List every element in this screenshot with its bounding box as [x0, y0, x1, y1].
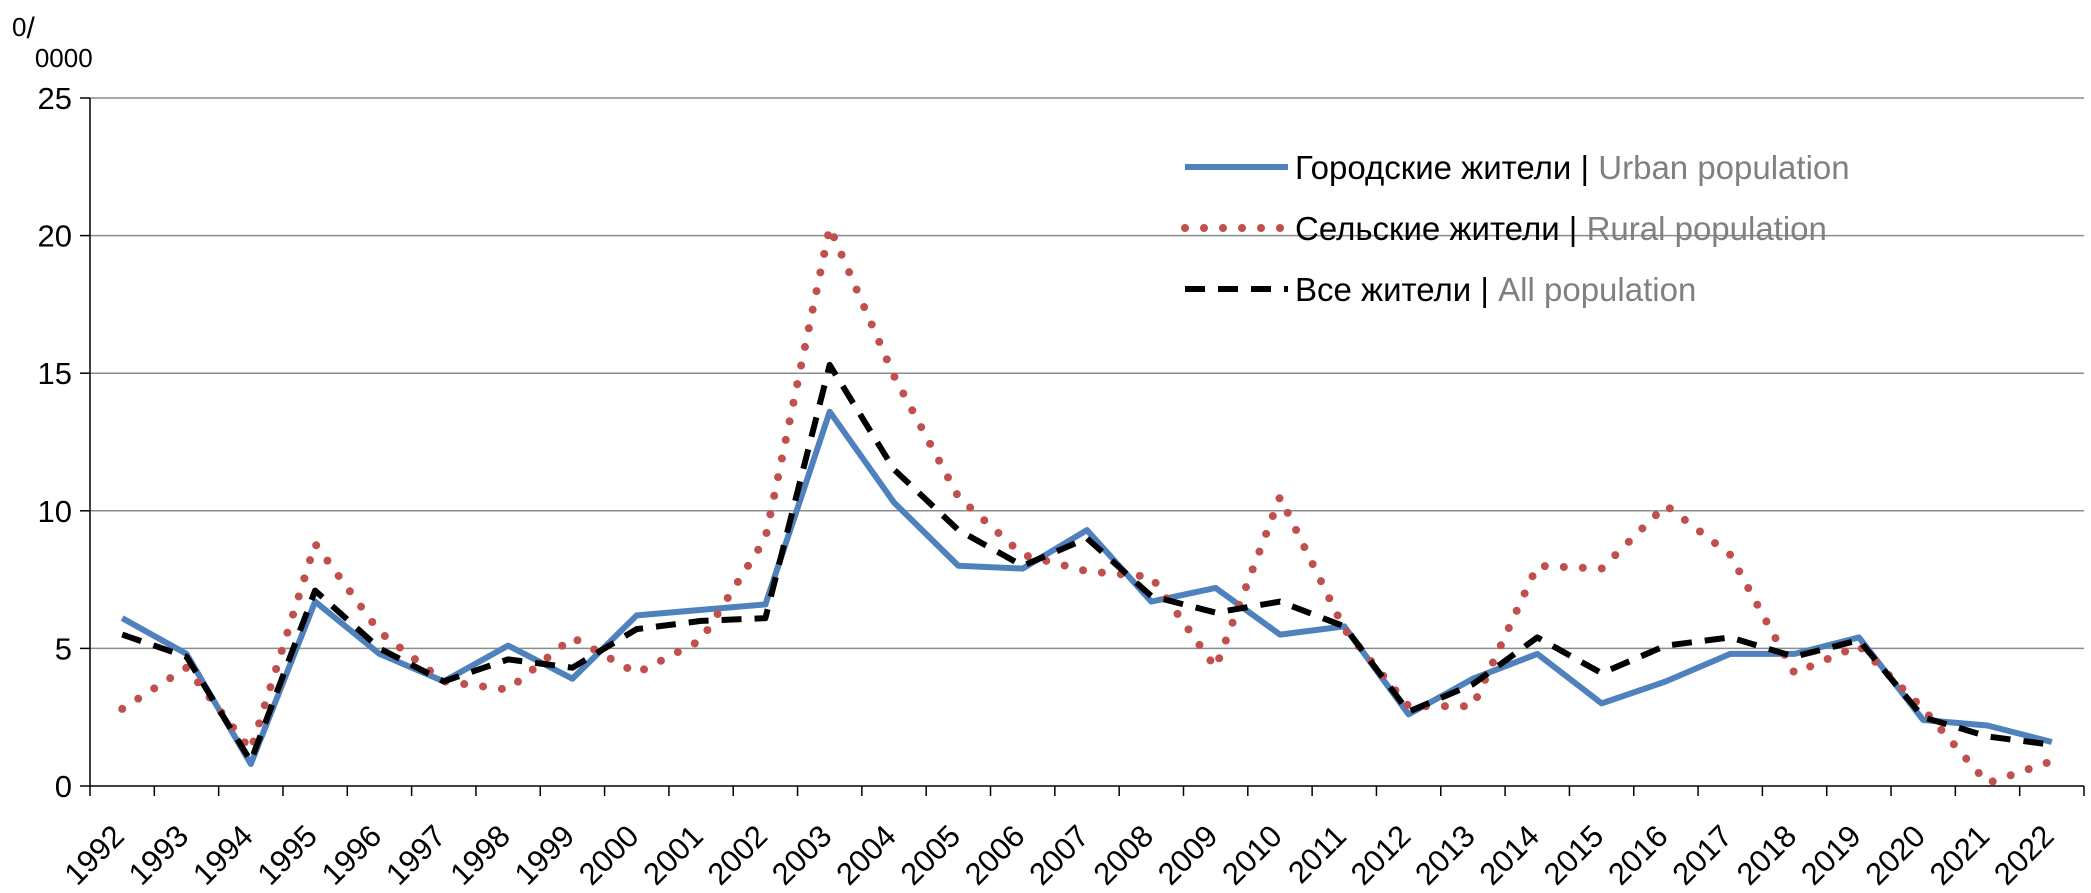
x-tick-label: 2021 — [1923, 818, 1997, 892]
y-tick-label: 15 — [38, 356, 72, 391]
legend-separator: | — [1471, 271, 1498, 308]
x-tick-label: 2004 — [829, 818, 903, 892]
y-tick-label: 0 — [55, 769, 72, 804]
series-line-dashed — [121, 361, 2053, 765]
legend: Городские жители | Urban population Сельс… — [1181, 149, 1850, 308]
x-tick-label: 2007 — [1022, 818, 1096, 892]
y-tick-label: 5 — [55, 631, 72, 666]
x-tick-label: 2006 — [958, 818, 1032, 892]
unit-sub: 0000 — [34, 43, 93, 73]
x-tick-label: 2003 — [765, 818, 839, 892]
x-tick-label: 1994 — [186, 818, 260, 892]
y-axis-unit-label: 0/0000 — [12, 12, 93, 72]
x-tick-label: 1993 — [122, 818, 196, 892]
series-lines — [118, 223, 2056, 788]
series-line-solid — [120, 408, 2053, 767]
x-tick-label: 1998 — [443, 818, 517, 892]
x-tick-label: 2002 — [701, 818, 775, 892]
y-tick-label: 25 — [38, 81, 72, 116]
unit-slash: / — [26, 12, 35, 45]
grid-lines — [90, 97, 2084, 650]
legend-name-ru: Все жители — [1295, 271, 1471, 308]
legend-name-ru: Сельские жители — [1295, 210, 1560, 247]
legend-entry: Городские жители | Urban population — [1295, 149, 1850, 186]
unit-sup: 0 — [12, 12, 27, 42]
x-tick-label: 2020 — [1858, 818, 1932, 892]
legend-name-en: Rural population — [1587, 210, 1827, 247]
x-tick-label: 2015 — [1537, 818, 1611, 892]
x-tick-label: 2005 — [894, 818, 968, 892]
x-tick-label: 2008 — [1087, 818, 1161, 892]
x-tick-label: 2022 — [1987, 818, 2061, 892]
x-tick-label: 2000 — [572, 818, 646, 892]
legend-name-en: All population — [1498, 271, 1696, 308]
x-tick-label: 1992 — [57, 818, 131, 892]
legend-entry: Сельские жители | Rural population — [1295, 210, 1827, 247]
x-tick-label: 1995 — [250, 818, 324, 892]
y-tick-label: 20 — [38, 219, 72, 254]
x-tick-label: 1996 — [315, 818, 389, 892]
legend-entry: Все жители | All population — [1295, 271, 1696, 308]
axes — [80, 97, 2085, 796]
x-tick-label: 2012 — [1344, 818, 1418, 892]
legend-name-en: Urban population — [1598, 149, 1849, 186]
x-tick-label: 2001 — [636, 818, 710, 892]
x-tick-label: 2018 — [1730, 818, 1804, 892]
legend-separator: | — [1571, 149, 1598, 186]
x-tick-label: 2019 — [1794, 818, 1868, 892]
x-tick-label: 2011 — [1281, 818, 1353, 890]
legend-separator: | — [1560, 210, 1587, 247]
x-tick-label: 2010 — [1215, 818, 1289, 892]
x-tick-label: 2013 — [1408, 818, 1482, 892]
x-tick-label: 1997 — [379, 818, 453, 892]
y-tick-labels: 0 5 10 15 20 25 — [38, 81, 72, 804]
x-tick-label: 2009 — [1151, 818, 1225, 892]
legend-name-ru: Городские жители — [1295, 149, 1571, 186]
x-tick-label: 2017 — [1665, 818, 1739, 892]
y-tick-label: 10 — [38, 494, 72, 529]
series-line-dotted — [118, 223, 2056, 788]
x-tick-label: 2014 — [1473, 818, 1547, 892]
x-tick-label: 1999 — [508, 818, 582, 892]
x-tick-label: 2016 — [1601, 818, 1675, 892]
x-tick-labels: 1992199319941995199619971998199920002001… — [57, 818, 2060, 892]
